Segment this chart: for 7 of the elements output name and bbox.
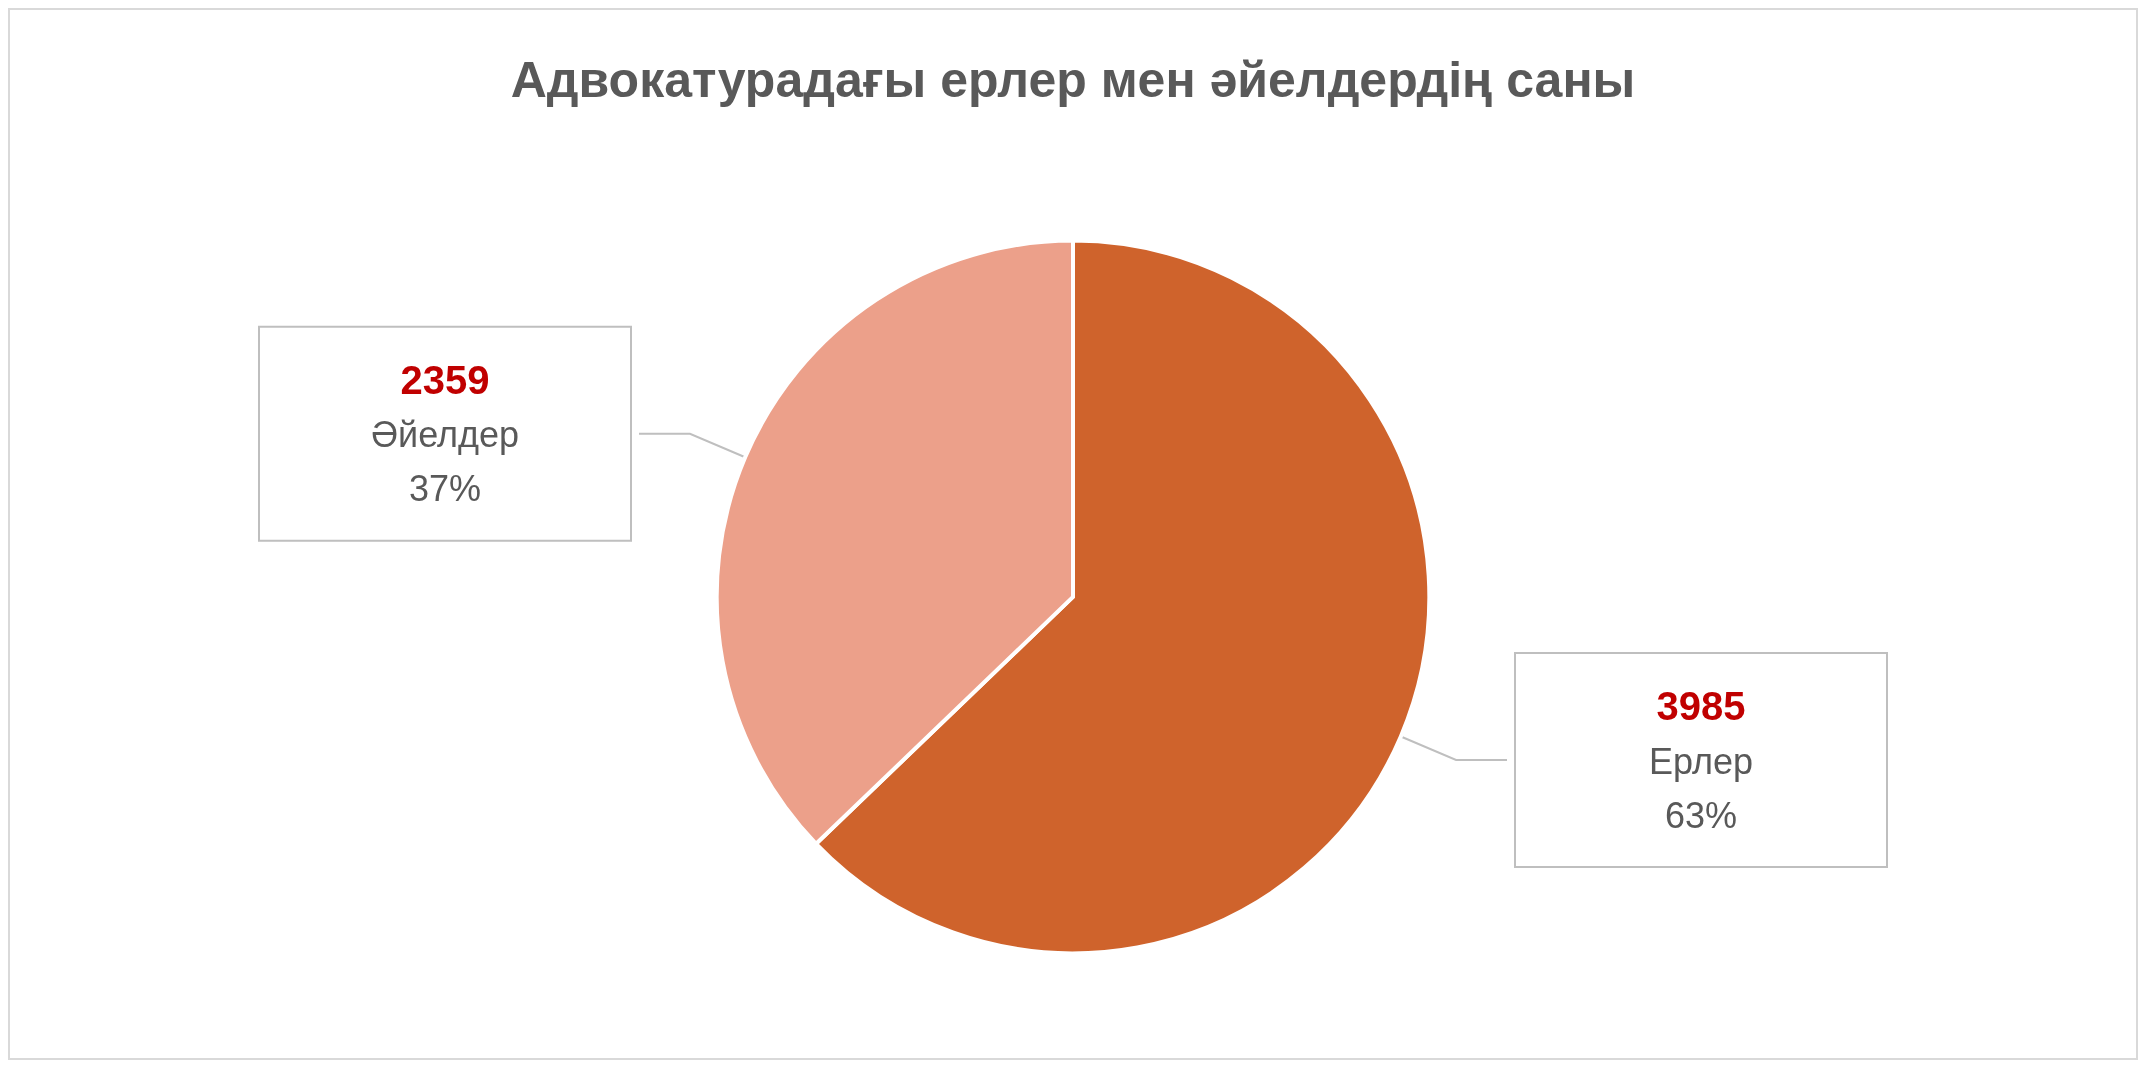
text: 37%	[408, 468, 482, 510]
chart-title: Адвокатурадағы ерлер мен әйелдердің саны	[510, 52, 1636, 108]
text: 63%	[1664, 794, 1738, 836]
slice-label: Ерлер	[1649, 740, 1753, 782]
data-label: 2359	[400, 357, 490, 402]
data-label: 3985	[1656, 684, 1746, 728]
slice-label: Әйелдер	[370, 414, 520, 456]
